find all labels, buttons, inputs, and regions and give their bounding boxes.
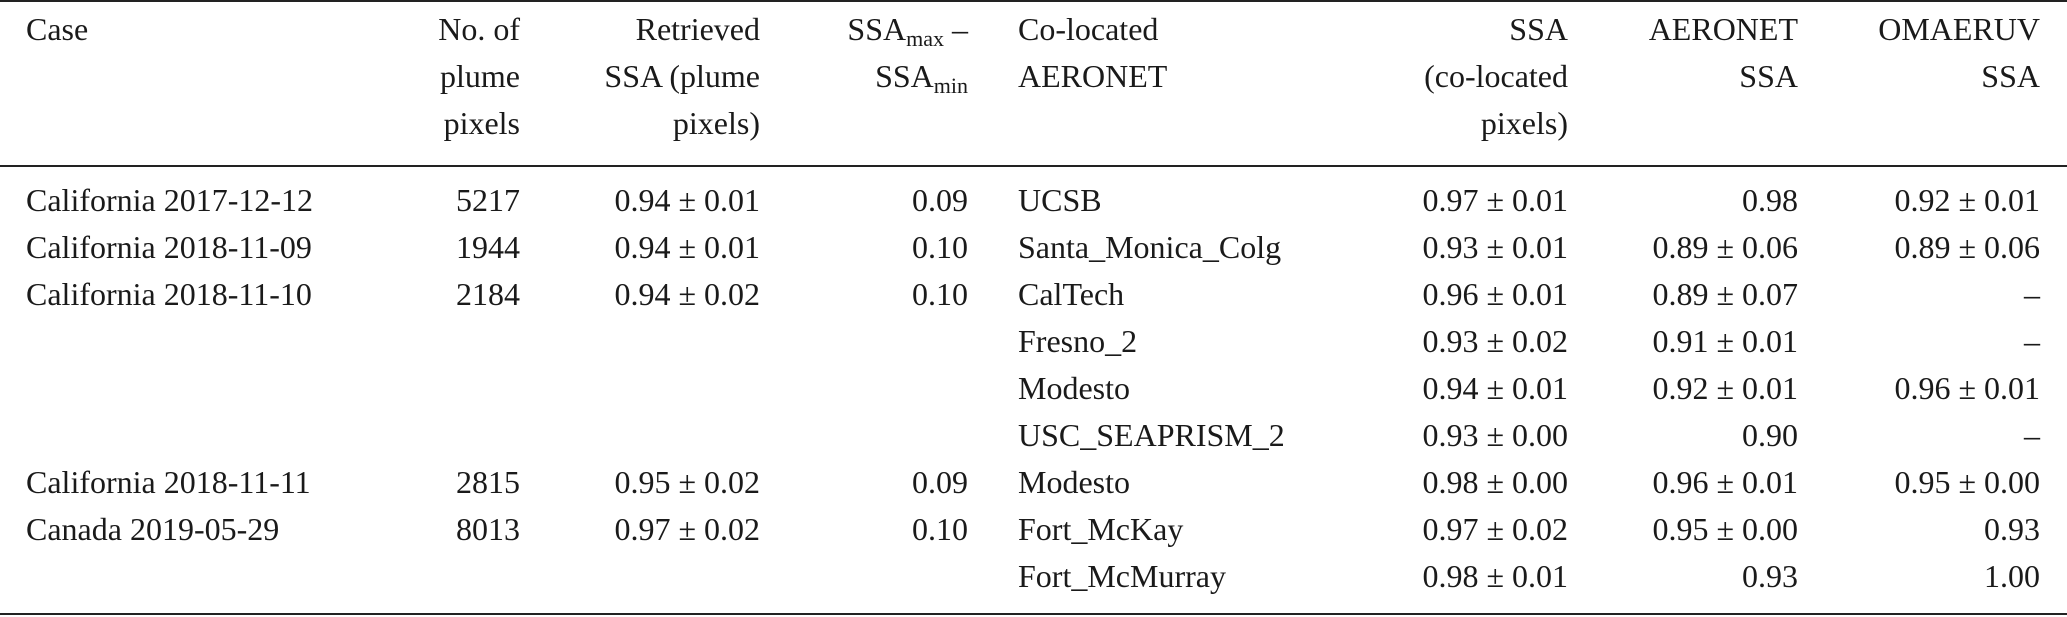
cell-omaeruv-ssa: – xyxy=(2024,276,2040,312)
cell-ssa-colocated: 0.93 ± 0.01 xyxy=(1422,229,1568,265)
cell-omaeruv-ssa: 0.95 ± 0.00 xyxy=(1894,464,2040,500)
cell-case: California 2018-11-11 xyxy=(26,464,311,500)
header-plume-pixels-line-1: No. of xyxy=(438,11,520,47)
cell-plume-pixels: 5217 xyxy=(456,182,520,218)
cell-omaeruv-ssa: 0.92 ± 0.01 xyxy=(1894,182,2040,218)
cell-case: Canada 2019-05-29 xyxy=(26,511,280,547)
cell-retrieved-ssa: 0.97 ± 0.02 xyxy=(614,511,760,547)
header-retrieved-ssa: Retrieved SSA (plume pixels) xyxy=(540,6,760,147)
header-colocated-aeronet-line-2: AERONET xyxy=(1018,58,1168,94)
cell-retrieved-ssa: 0.94 ± 0.02 xyxy=(614,276,760,312)
cell-ssa-colocated: 0.93 ± 0.00 xyxy=(1422,417,1568,453)
table-top-rule xyxy=(0,0,2067,2)
cell-aeronet-ssa: 0.93 xyxy=(1742,558,1798,594)
cell-omaeruv-ssa: 0.89 ± 0.06 xyxy=(1894,229,2040,265)
cell-aeronet-site: Fort_McKay xyxy=(1018,511,1184,547)
cell-ssa-colocated: 0.94 ± 0.01 xyxy=(1422,370,1568,406)
table-row: California 2018-11-11 2815 0.95 ± 0.02 0… xyxy=(0,459,2067,506)
cell-aeronet-ssa: 0.96 ± 0.01 xyxy=(1652,464,1798,500)
header-ssa-range-line-1: SSAmax – xyxy=(780,6,968,53)
table-row: Fort_McMurray 0.98 ± 0.01 0.93 1.00 xyxy=(0,553,2067,600)
cell-retrieved-ssa: 0.95 ± 0.02 xyxy=(614,464,760,500)
cell-aeronet-ssa: 0.89 ± 0.06 xyxy=(1652,229,1798,265)
cell-aeronet-ssa: 0.98 xyxy=(1742,182,1798,218)
cell-omaeruv-ssa: 0.96 ± 0.01 xyxy=(1894,370,2040,406)
cell-retrieved-ssa: 0.94 ± 0.01 xyxy=(614,182,760,218)
table-header-rule xyxy=(0,165,2067,167)
cell-aeronet-ssa: 0.89 ± 0.07 xyxy=(1652,276,1798,312)
table-row: California 2018-11-09 1944 0.94 ± 0.01 0… xyxy=(0,224,2067,271)
table-bottom-rule xyxy=(0,613,2067,615)
cell-aeronet-site: Modesto xyxy=(1018,464,1130,500)
header-plume-pixels-line-2: plume xyxy=(440,58,520,94)
header-retrieved-ssa-line-2: SSA (plume xyxy=(604,58,760,94)
ssa-max-subscript: max xyxy=(906,26,944,51)
cell-ssa-colocated: 0.97 ± 0.01 xyxy=(1422,182,1568,218)
cell-aeronet-ssa: 0.92 ± 0.01 xyxy=(1652,370,1798,406)
cell-plume-pixels: 2184 xyxy=(456,276,520,312)
table-row: Fresno_2 0.93 ± 0.02 0.91 ± 0.01 – xyxy=(0,318,2067,365)
cell-aeronet-site: Fresno_2 xyxy=(1018,323,1138,359)
cell-aeronet-ssa: 0.91 ± 0.01 xyxy=(1652,323,1798,359)
ssa-max-base: SSA xyxy=(847,11,907,47)
table-row: Canada 2019-05-29 8013 0.97 ± 0.02 0.10 … xyxy=(0,506,2067,553)
cell-ssa-range: 0.10 xyxy=(912,511,968,547)
cell-omaeruv-ssa: – xyxy=(2024,323,2040,359)
cell-ssa-colocated: 0.98 ± 0.01 xyxy=(1422,558,1568,594)
header-plume-pixels-line-3: pixels xyxy=(443,105,520,141)
cell-ssa-colocated: 0.96 ± 0.01 xyxy=(1422,276,1568,312)
header-case: Case xyxy=(26,6,386,53)
ssa-range-dash: – xyxy=(944,11,968,47)
cell-case: California 2018-11-09 xyxy=(26,229,312,265)
header-retrieved-ssa-line-3: pixels) xyxy=(672,105,760,141)
cell-aeronet-site: CalTech xyxy=(1018,276,1125,312)
header-aeronet-ssa-line-1: AERONET xyxy=(1648,11,1798,47)
cell-ssa-range: 0.10 xyxy=(912,229,968,265)
header-ssa-colocated-line-2: (co-located xyxy=(1424,58,1568,94)
cell-plume-pixels: 1944 xyxy=(456,229,520,265)
table-row: California 2017-12-12 5217 0.94 ± 0.01 0… xyxy=(0,177,2067,224)
header-colocated-aeronet: Co-located AERONET xyxy=(1018,6,1378,100)
cell-plume-pixels: 2815 xyxy=(456,464,520,500)
ssa-min-subscript: min xyxy=(933,73,968,98)
cell-ssa-range: 0.09 xyxy=(912,182,968,218)
cell-omaeruv-ssa: 1.00 xyxy=(1984,558,2040,594)
cell-aeronet-site: USC_SEAPRISM_2 xyxy=(1018,417,1285,453)
cell-plume-pixels: 8013 xyxy=(456,511,520,547)
cell-aeronet-site: Santa_Monica_Colg xyxy=(1018,229,1282,265)
cell-retrieved-ssa: 0.94 ± 0.01 xyxy=(614,229,760,265)
header-omaeruv-ssa: OMAERUV SSA xyxy=(1800,6,2040,100)
cell-ssa-range: 0.10 xyxy=(912,276,968,312)
cell-aeronet-ssa: 0.90 xyxy=(1742,417,1798,453)
cell-case: California 2017-12-12 xyxy=(26,182,314,218)
cell-ssa-range: 0.09 xyxy=(912,464,968,500)
header-ssa-colocated-line-3: pixels) xyxy=(1480,105,1568,141)
header-omaeruv-ssa-line-1: OMAERUV xyxy=(1878,11,2040,47)
header-retrieved-ssa-line-1: Retrieved xyxy=(635,11,760,47)
cell-aeronet-site: UCSB xyxy=(1018,182,1102,218)
header-aeronet-ssa-line-2: SSA xyxy=(1739,58,1798,94)
table-row: Modesto 0.94 ± 0.01 0.92 ± 0.01 0.96 ± 0… xyxy=(0,365,2067,412)
header-aeronet-ssa: AERONET SSA xyxy=(1570,6,1798,100)
cell-aeronet-ssa: 0.95 ± 0.00 xyxy=(1652,511,1798,547)
cell-case: California 2018-11-10 xyxy=(26,276,312,312)
header-ssa-range-line-2: SSAmin xyxy=(780,53,968,100)
table-row: California 2018-11-10 2184 0.94 ± 0.02 0… xyxy=(0,271,2067,318)
cell-aeronet-site: Modesto xyxy=(1018,370,1130,406)
cell-ssa-colocated: 0.97 ± 0.02 xyxy=(1422,511,1568,547)
header-case-line: Case xyxy=(26,11,89,47)
cell-omaeruv-ssa: 0.93 xyxy=(1984,511,2040,547)
header-colocated-aeronet-line-1: Co-located xyxy=(1018,11,1159,47)
cell-ssa-colocated: 0.98 ± 0.00 xyxy=(1422,464,1568,500)
header-ssa-range: SSAmax – SSAmin xyxy=(780,6,968,100)
cell-ssa-colocated: 0.93 ± 0.02 xyxy=(1422,323,1568,359)
ssa-min-base: SSA xyxy=(875,58,934,94)
cell-aeronet-site: Fort_McMurray xyxy=(1018,558,1226,594)
table-row: USC_SEAPRISM_2 0.93 ± 0.00 0.90 – xyxy=(0,412,2067,459)
header-omaeruv-ssa-line-2: SSA xyxy=(1981,58,2040,94)
header-plume-pixels: No. of plume pixels xyxy=(380,6,520,147)
cell-omaeruv-ssa: – xyxy=(2024,417,2040,453)
header-ssa-colocated-line-1: SSA xyxy=(1509,11,1568,47)
header-ssa-colocated: SSA (co-located pixels) xyxy=(1340,6,1568,147)
